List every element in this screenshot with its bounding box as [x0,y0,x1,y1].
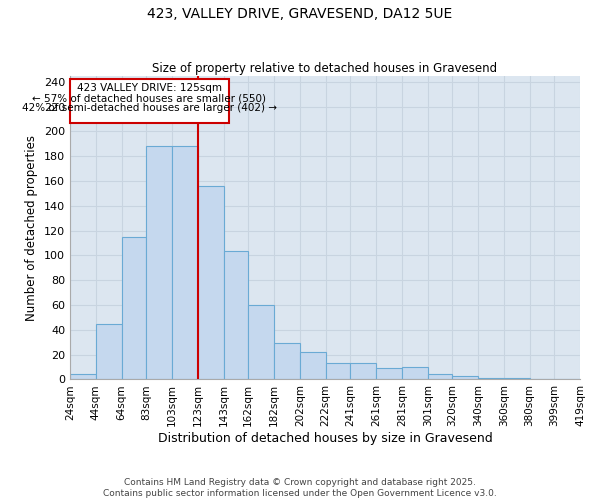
Bar [146,146,172,380]
Y-axis label: Number of detached properties: Number of detached properties [25,134,38,320]
Bar [402,367,428,380]
Bar [96,324,122,380]
Bar [224,250,248,380]
Bar [376,368,402,380]
Text: Contains HM Land Registry data © Crown copyright and database right 2025.
Contai: Contains HM Land Registry data © Crown c… [103,478,497,498]
Bar [172,146,198,380]
Bar [122,237,146,380]
Bar [248,305,274,380]
Bar [198,186,224,380]
Text: ← 57% of detached houses are smaller (550): ← 57% of detached houses are smaller (55… [32,93,266,103]
Bar [478,378,504,380]
Bar [300,352,326,380]
Text: 423, VALLEY DRIVE, GRAVESEND, DA12 5UE: 423, VALLEY DRIVE, GRAVESEND, DA12 5UE [148,8,452,22]
Bar [428,374,452,380]
Title: Size of property relative to detached houses in Gravesend: Size of property relative to detached ho… [152,62,497,74]
Bar [70,374,96,380]
Bar [350,364,376,380]
X-axis label: Distribution of detached houses by size in Gravesend: Distribution of detached houses by size … [158,432,493,445]
Text: 42% of semi-detached houses are larger (402) →: 42% of semi-detached houses are larger (… [22,103,277,113]
Bar [326,364,350,380]
Bar [452,376,478,380]
Bar [70,80,229,123]
Text: 423 VALLEY DRIVE: 125sqm: 423 VALLEY DRIVE: 125sqm [77,83,222,93]
Bar [274,344,300,380]
Bar [504,378,530,380]
